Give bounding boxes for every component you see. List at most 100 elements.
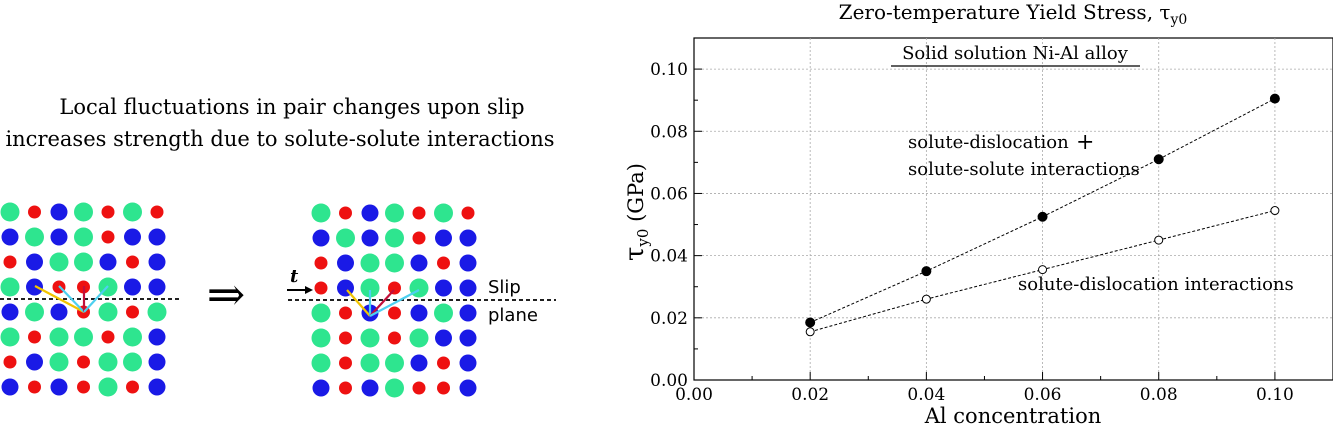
after-slip-atom bbox=[360, 353, 380, 373]
after-slip-atom bbox=[459, 279, 477, 297]
before-slip-atom bbox=[28, 205, 41, 219]
before-slip-atom bbox=[101, 205, 115, 219]
after-slip-atom bbox=[434, 203, 453, 223]
before-slip-atom bbox=[25, 302, 44, 322]
after-slip-atom bbox=[361, 204, 379, 222]
after-slip-atom bbox=[459, 254, 477, 272]
after-slip-atom bbox=[339, 206, 352, 220]
y-tick-labels: 0.00 0.02 0.04 0.06 0.08 0.10 bbox=[650, 60, 688, 391]
after-slip-atom bbox=[311, 353, 331, 373]
before-slip-atom bbox=[1, 378, 19, 396]
y-tick-label: 0.00 bbox=[650, 371, 688, 391]
before-slip-atom bbox=[74, 227, 93, 247]
after-slip-atom bbox=[360, 278, 380, 298]
after-slip-atom bbox=[435, 329, 452, 347]
y-tick-label: 0.02 bbox=[650, 309, 688, 329]
pair-bonds-before bbox=[34, 285, 109, 313]
after-slip-atom bbox=[409, 328, 429, 348]
series-2-point bbox=[805, 327, 815, 337]
series-2-point bbox=[1038, 265, 1048, 275]
slip-label: Slip bbox=[488, 277, 521, 298]
before-slip-atom bbox=[1, 228, 19, 246]
caption-line-2: increases strength due to solute-solute … bbox=[5, 127, 554, 151]
after-slip-atom bbox=[459, 379, 477, 397]
before-slip-atom bbox=[26, 253, 43, 271]
before-slip-atom bbox=[101, 230, 115, 244]
after-slip-atom bbox=[410, 254, 428, 272]
before-slip-atom bbox=[28, 380, 41, 394]
before-slip-atom bbox=[123, 202, 142, 222]
t-vector-label: t bbox=[290, 266, 299, 287]
after-slip-atom bbox=[385, 378, 404, 398]
y-axis-label: τy0 (GPa) bbox=[620, 163, 652, 261]
before-slip-atom bbox=[148, 228, 166, 246]
series-1-label-line-1: solute-dislocation bbox=[908, 132, 1069, 153]
y-tick-label: 0.06 bbox=[650, 184, 688, 204]
gridlines bbox=[694, 38, 1333, 380]
before-slip-atom bbox=[50, 378, 68, 396]
after-slip-atom bbox=[314, 281, 328, 295]
before-slip-atom bbox=[148, 278, 166, 296]
after-slip-atom bbox=[410, 354, 428, 372]
before-slip-atom bbox=[148, 328, 166, 346]
caption-line-1: Local fluctuations in pair changes upon … bbox=[59, 95, 524, 119]
before-slip-atom bbox=[148, 378, 166, 396]
after-slip-atom bbox=[412, 231, 426, 245]
after-slip-atom bbox=[360, 253, 380, 273]
series-1-point bbox=[1269, 93, 1280, 104]
before-slip-atom bbox=[50, 303, 68, 321]
before-slip-atom bbox=[1, 303, 19, 321]
after-slip-atom bbox=[312, 229, 330, 247]
after-slip-atom bbox=[437, 256, 450, 270]
y-tick-label: 0.08 bbox=[650, 122, 688, 142]
after-slip-atom bbox=[459, 354, 477, 372]
after-slip-atom bbox=[437, 381, 450, 395]
before-slip-atom bbox=[99, 253, 117, 271]
after-slip-atom bbox=[314, 256, 328, 270]
after-slip-atom bbox=[339, 306, 352, 320]
after-slip-atom bbox=[388, 306, 401, 320]
before-slip-atom bbox=[26, 278, 43, 296]
after-slip-atom bbox=[336, 228, 355, 248]
x-tick-label: 0.02 bbox=[791, 385, 829, 405]
after-slip-atom bbox=[312, 379, 330, 397]
after-slip-atom bbox=[361, 229, 379, 247]
before-slip-atom bbox=[0, 277, 20, 297]
after-slip-atom bbox=[388, 331, 401, 345]
x-tick-label: 0.00 bbox=[675, 385, 713, 405]
after-slip-atom bbox=[434, 303, 453, 323]
before-slip-atom bbox=[0, 202, 20, 222]
series-1-label-line-2: solute-solute interactions bbox=[908, 159, 1140, 180]
inset-label: Solid solution Ni-Al alloy bbox=[902, 43, 1129, 64]
x-tick-label: 0.04 bbox=[907, 385, 945, 405]
after-slip-atom bbox=[437, 356, 450, 370]
after-slip-atom bbox=[339, 331, 352, 345]
y-tick-label: 0.04 bbox=[650, 247, 688, 267]
before-slip-atom bbox=[150, 205, 164, 219]
before-slip-atom bbox=[123, 352, 142, 372]
after-slip-atom bbox=[385, 228, 404, 248]
after-slip-atom bbox=[385, 253, 404, 273]
series-1-point bbox=[1037, 211, 1048, 222]
after-slip-atom bbox=[311, 328, 331, 348]
after-slip-atom bbox=[461, 206, 475, 220]
after-slip-atom bbox=[339, 356, 352, 370]
before-slip-atom bbox=[50, 228, 68, 246]
before-slip-atom bbox=[126, 305, 139, 319]
before-slip-atom bbox=[3, 255, 17, 269]
after-slip-atom bbox=[311, 203, 331, 223]
before-slip-atom bbox=[49, 352, 69, 372]
before-slip-atom bbox=[148, 253, 166, 271]
after-slip-atom bbox=[388, 281, 401, 295]
before-slip-atom bbox=[25, 227, 44, 247]
before-slip-atom bbox=[124, 278, 141, 296]
before-slip-atom bbox=[49, 327, 69, 347]
after-slip-atom bbox=[459, 229, 477, 247]
x-tick-label: 0.10 bbox=[1256, 385, 1294, 405]
before-slip-atom bbox=[123, 327, 142, 347]
before-slip-atom bbox=[98, 377, 118, 397]
after-slip-atom bbox=[360, 328, 380, 348]
before-slip-atom bbox=[50, 203, 68, 221]
plot-area bbox=[693, 37, 1333, 381]
